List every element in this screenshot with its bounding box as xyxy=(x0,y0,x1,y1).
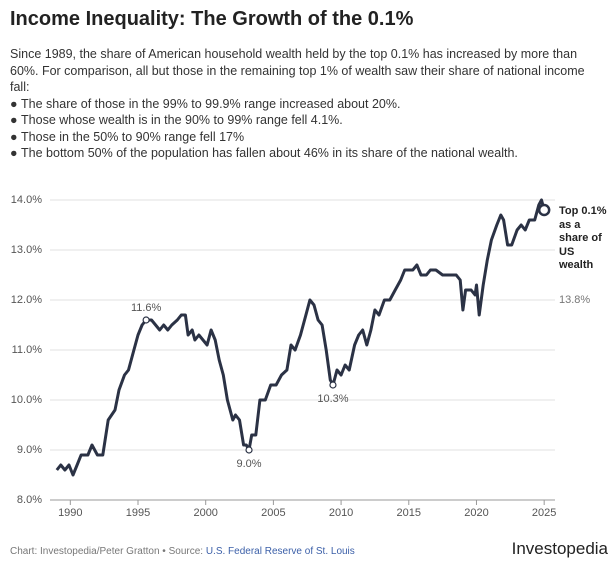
subtitle: Since 1989, the share of American househ… xyxy=(10,47,585,94)
chart-title: Income Inequality: The Growth of the 0.1… xyxy=(10,8,414,30)
line xyxy=(55,198,546,477)
annotation-marker xyxy=(142,316,150,324)
x-tick-label: 1995 xyxy=(126,507,150,519)
x-tick-label: 2015 xyxy=(397,507,421,519)
bullet-list: The share of those in the 99% to 99.9% r… xyxy=(10,96,606,162)
y-tick-label: 11.0% xyxy=(12,344,43,356)
x-tick-label: 2020 xyxy=(464,507,488,519)
y-tick-label: 10.0% xyxy=(11,394,42,406)
bullet: Those in the 50% to 90% range fell 17% xyxy=(10,129,606,146)
x-tick-label: 2010 xyxy=(329,507,353,519)
annotation-marker xyxy=(245,446,253,454)
annotation-label: 9.0% xyxy=(236,458,261,470)
x-tick-label: 2005 xyxy=(261,507,285,519)
y-tick-label: 14.0% xyxy=(11,194,42,206)
series-label: Top 0.1% as a share of US wealth xyxy=(559,205,607,271)
source-link[interactable]: U.S. Federal Reserve of St. Louis xyxy=(205,546,355,557)
annotation-marker xyxy=(537,203,551,217)
y-tick-label: 12.0% xyxy=(11,294,42,306)
bullet: The bottom 50% of the population has fal… xyxy=(10,145,606,162)
annotation-marker xyxy=(329,381,337,389)
bullet: Those whose wealth is in the 90% to 99% … xyxy=(10,112,606,129)
x-tick-label: 2000 xyxy=(193,507,217,519)
annotation-label: 10.3% xyxy=(317,393,348,405)
footer: Chart: Investopedia/Peter Gratton • Sour… xyxy=(10,546,355,557)
x-tick-label: 1990 xyxy=(58,507,82,519)
bullet: The share of those in the 99% to 99.9% r… xyxy=(10,96,606,113)
credit: Chart: Investopedia/Peter Gratton • Sour… xyxy=(10,546,204,557)
end-value-label: 13.8% xyxy=(559,294,591,306)
y-tick-label: 8.0% xyxy=(17,494,42,506)
logo: Investopedia xyxy=(511,539,608,558)
intro: Since 1989, the share of American househ… xyxy=(10,46,606,162)
y-tick-label: 9.0% xyxy=(17,444,42,456)
x-tick-label: 2025 xyxy=(532,507,556,519)
y-tick-label: 13.0% xyxy=(11,244,42,256)
annotation-label: 11.6% xyxy=(131,302,162,314)
